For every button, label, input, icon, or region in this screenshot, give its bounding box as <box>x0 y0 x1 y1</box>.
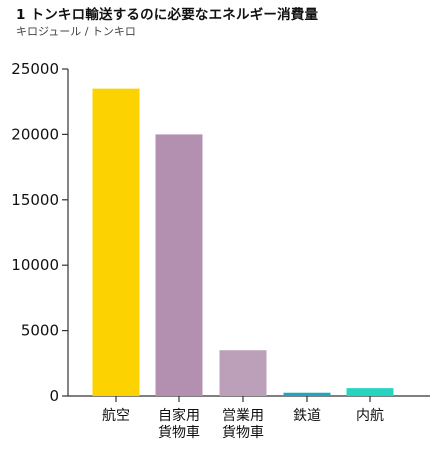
x-tick-label: 貨物車 <box>158 424 200 441</box>
bar <box>283 392 331 396</box>
x-tick-label: 営業用 <box>222 408 264 424</box>
chart-title: 1 トンキロ輸送するのに必要なエネルギー消費量 <box>16 7 319 23</box>
bar <box>219 350 267 396</box>
y-tick-label: 20000 <box>11 125 59 143</box>
x-tick-label: 貨物車 <box>222 424 264 441</box>
x-tick-label: 自家用 <box>158 407 200 424</box>
y-tick-label: 25000 <box>11 60 59 78</box>
bar <box>346 388 394 396</box>
y-tick-label: 10000 <box>11 256 59 274</box>
x-tick-label: 鉄道 <box>293 408 321 424</box>
bar <box>155 134 203 396</box>
y-tick-label: 5000 <box>21 322 59 340</box>
x-tick-label: 内航 <box>356 408 384 424</box>
y-tick-label: 15000 <box>11 191 59 209</box>
y-tick-label: 0 <box>49 387 59 405</box>
x-tick-label: 航空 <box>102 408 130 424</box>
chart-subtitle: キロジュール / トンキロ <box>16 25 136 38</box>
bar <box>92 88 140 397</box>
